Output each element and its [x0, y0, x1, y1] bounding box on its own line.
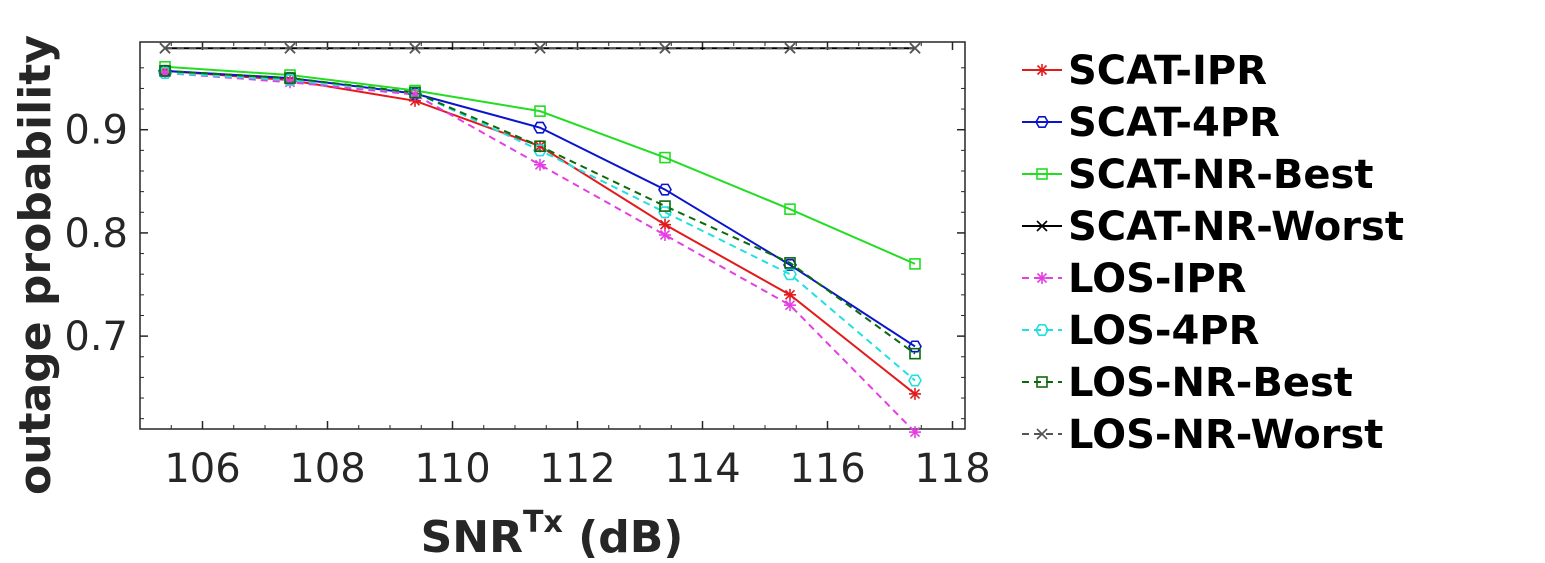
data-point-los-ipr	[534, 158, 546, 171]
data-point-los-nr-worst	[159, 42, 171, 54]
data-point-los-ipr	[784, 299, 796, 312]
data-point-los-4pr	[533, 144, 547, 157]
legend-marker-los-nr-worst	[1036, 428, 1048, 440]
legend-label: LOS-NR-Best	[1068, 360, 1353, 406]
legend-item-scat-ipr: SCAT-IPR	[1022, 48, 1267, 94]
legend: SCAT-IPR SCAT-4PR SCAT-NR-Best SCAT-NR-Wors…	[1022, 48, 1404, 458]
legend-item-scat-4pr: SCAT-4PR	[1022, 100, 1280, 146]
data-point-los-ipr	[659, 228, 671, 241]
legend-item-scat-nr-worst: SCAT-NR-Worst	[1022, 204, 1404, 250]
legend-marker-los-ipr	[1036, 272, 1048, 284]
y-tick-label: 0.8	[64, 211, 128, 257]
data-point-los-nr-worst	[409, 42, 421, 54]
axis-ticks	[139, 42, 965, 429]
legend-label: LOS-NR-Worst	[1068, 412, 1383, 458]
data-point-los-nr-best	[784, 257, 796, 269]
legend-marker-los-4pr	[1035, 323, 1049, 337]
legend-item-scat-nr-best: SCAT-NR-Best	[1022, 152, 1373, 198]
x-tick-label: 110	[414, 446, 490, 492]
data-point-los-nr-best	[409, 86, 421, 99]
x-tick-label: 108	[289, 446, 365, 492]
legend-marker-scat-nr-worst	[1036, 220, 1048, 232]
y-tick-label: 0.7	[64, 314, 128, 360]
data-point-scat-nr-best	[909, 258, 921, 270]
data-point-los-4pr	[908, 374, 922, 387]
data-point-los-ipr	[909, 426, 921, 439]
x-axis-label: SNRTx (dB)	[421, 505, 684, 563]
legend-label: LOS-4PR	[1068, 308, 1259, 354]
data-point-los-nr-worst	[909, 42, 921, 54]
x-tick-label: 116	[789, 446, 865, 492]
data-point-los-4pr	[158, 66, 172, 79]
series-markers	[158, 42, 922, 439]
data-point-scat-nr-best	[659, 151, 671, 164]
legend-label: SCAT-NR-Worst	[1068, 204, 1404, 250]
data-point-los-nr-worst	[659, 42, 671, 54]
data-point-scat-nr-best	[534, 105, 546, 117]
x-tick-label: 112	[539, 446, 615, 492]
data-point-los-nr-best	[659, 200, 671, 212]
x-tick-label: 114	[664, 446, 740, 492]
data-point-los-nr-worst	[284, 42, 296, 54]
data-point-scat-ipr	[909, 387, 921, 400]
data-point-los-nr-best	[284, 72, 296, 84]
legend-item-los-nr-worst: LOS-NR-Worst	[1022, 412, 1383, 458]
y-axis-label: outage probability	[10, 35, 61, 495]
legend-item-los-4pr: LOS-4PR	[1022, 308, 1259, 354]
legend-marker-los-nr-best	[1036, 376, 1048, 388]
x-tick-label: 118	[914, 446, 990, 492]
data-point-los-nr-best	[534, 140, 546, 153]
legend-label: SCAT-IPR	[1068, 48, 1267, 94]
data-point-scat-4pr	[908, 340, 922, 353]
plot-area	[139, 41, 966, 430]
tick-labels: 106 108 110 112 114 116 118 0.7 0.8 0.9	[64, 108, 990, 492]
legend-label: SCAT-4PR	[1068, 100, 1280, 146]
legend-label: LOS-IPR	[1068, 256, 1246, 302]
y-tick-label: 0.9	[64, 108, 128, 154]
data-point-los-4pr	[658, 206, 672, 219]
data-point-scat-4pr	[533, 121, 547, 134]
legend-marker-scat-4pr	[1035, 116, 1049, 128]
legend-item-los-nr-best: LOS-NR-Best	[1022, 360, 1353, 406]
data-point-scat-ipr	[659, 218, 671, 231]
x-tick-label: 106	[164, 446, 240, 492]
data-point-scat-4pr	[658, 183, 672, 196]
data-point-los-nr-worst	[784, 42, 796, 54]
legend-label: SCAT-NR-Best	[1068, 152, 1373, 198]
data-point-los-nr-best	[159, 65, 171, 77]
data-point-los-4pr	[283, 74, 297, 87]
data-point-scat-nr-best	[784, 203, 796, 215]
data-point-scat-ipr	[784, 288, 796, 301]
legend-marker-scat-ipr	[1036, 64, 1048, 76]
data-point-los-nr-best	[909, 347, 921, 360]
legend-item-los-ipr: LOS-IPR	[1022, 256, 1246, 302]
legend-marker-scat-nr-best	[1036, 168, 1048, 180]
data-point-los-4pr	[783, 268, 797, 281]
data-point-los-nr-worst	[534, 42, 546, 54]
